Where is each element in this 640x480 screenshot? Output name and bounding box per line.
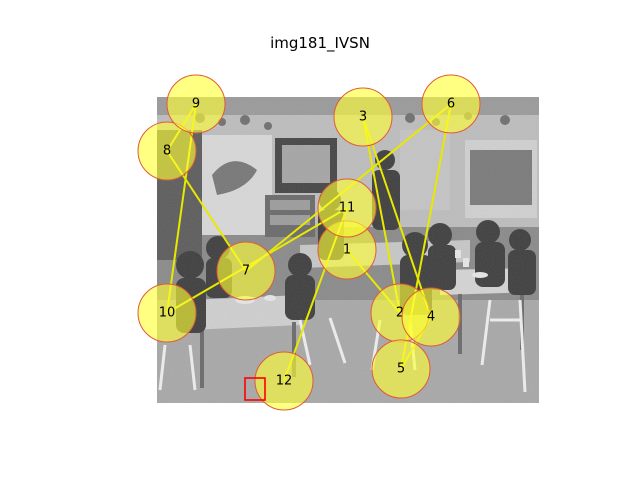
fixation-12: 12 [254, 351, 314, 411]
scanpath-segment [362, 116, 432, 318]
fixation-label: 8 [163, 144, 171, 159]
fixation-label: 1 [343, 243, 351, 258]
fixation-8: 8 [137, 121, 197, 181]
fixation-4: 4 [401, 287, 461, 347]
fixation-circle [371, 339, 431, 399]
fixation-label: 2 [396, 306, 404, 321]
fixation-circle [137, 121, 197, 181]
fixation-label: 10 [159, 306, 176, 321]
fixation-circle [166, 74, 226, 134]
fixation-circle [137, 283, 197, 343]
fixation-label: 11 [339, 201, 356, 216]
fixation-11: 11 [317, 178, 377, 238]
fixation-label: 9 [192, 97, 200, 112]
scanpath-segment [362, 116, 401, 314]
fixation-circle [317, 178, 377, 238]
fixation-label: 3 [359, 110, 367, 125]
fixation-label: 7 [242, 264, 250, 279]
target-box [244, 377, 266, 401]
figure-title: img181_IVSN [270, 34, 370, 52]
fixation-6: 6 [421, 74, 481, 134]
fixation-circle [401, 287, 461, 347]
fixation-label: 12 [276, 374, 293, 389]
fixation-circle [254, 351, 314, 411]
fixation-circle [421, 74, 481, 134]
fixation-5: 5 [371, 339, 431, 399]
fixation-label: 6 [447, 97, 455, 112]
fixation-circle [333, 87, 393, 147]
fixation-9: 9 [166, 74, 226, 134]
fixation-7: 7 [216, 241, 276, 301]
fixation-circle [216, 241, 276, 301]
fixation-3: 3 [333, 87, 393, 147]
fixation-10: 10 [137, 283, 197, 343]
fixation-label: 4 [427, 310, 435, 325]
fixation-label: 5 [397, 362, 405, 377]
